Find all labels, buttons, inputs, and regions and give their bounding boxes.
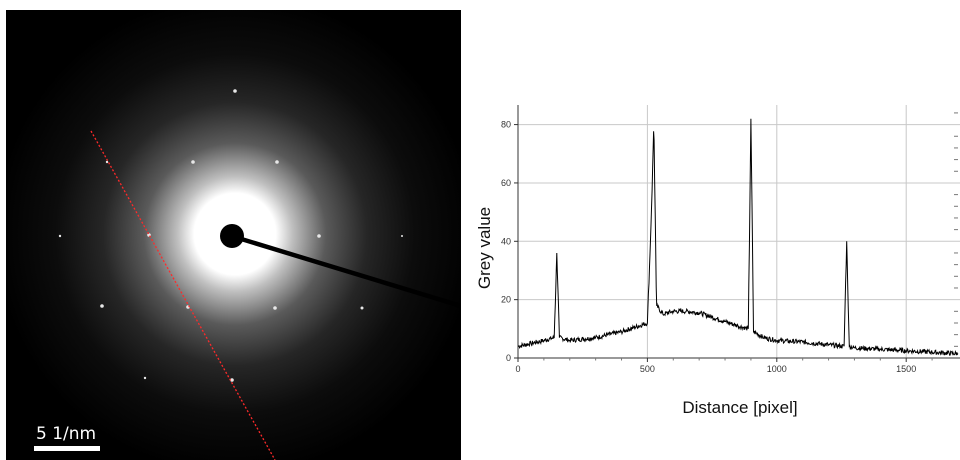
x-tick-label: 1000 xyxy=(767,364,787,374)
axes xyxy=(517,105,960,359)
beam-stopper xyxy=(220,224,244,248)
x-tick-label: 500 xyxy=(640,364,655,374)
y-tick-label: 80 xyxy=(501,120,511,130)
x-ticks: 0 500 1000 1500 xyxy=(515,358,933,374)
diffraction-spot xyxy=(58,234,62,238)
diffraction-spot xyxy=(233,89,237,93)
grid xyxy=(518,105,960,358)
scale-bar-label: 5 1/nm xyxy=(36,424,97,444)
diffraction-spot xyxy=(275,160,279,164)
profile-line xyxy=(90,130,276,460)
diffraction-spot xyxy=(401,235,403,237)
scale-bar xyxy=(34,446,100,451)
y-tick-label: 0 xyxy=(506,353,511,363)
y-axis-label: Grey value xyxy=(475,206,494,290)
y-tick-label: 40 xyxy=(501,236,511,246)
grey-value-series xyxy=(518,118,959,356)
diffraction-spot xyxy=(360,306,364,310)
profile-chart: 0 500 1000 1500 0 20 40 60 80 xyxy=(463,95,960,460)
chart-background xyxy=(463,95,960,460)
diffraction-spot xyxy=(317,234,321,238)
diffraction-pattern-image: 5 1/nm xyxy=(6,10,461,460)
diffraction-spot xyxy=(230,378,234,382)
x-tick-label: 1500 xyxy=(896,364,916,374)
diffraction-spot xyxy=(105,160,109,164)
beam-stopper-rod xyxy=(235,235,461,309)
diffraction-spot xyxy=(191,160,195,164)
x-axis-label: Distance [pixel] xyxy=(682,398,798,417)
x-tick-label: 0 xyxy=(515,364,520,374)
diffraction-spot xyxy=(143,376,147,380)
diffraction-spot xyxy=(273,306,277,310)
y-ticks: 0 20 40 60 80 xyxy=(501,112,958,363)
diffraction-pattern-svg xyxy=(6,10,461,460)
y-tick-label: 60 xyxy=(501,178,511,188)
y-tick-label: 20 xyxy=(501,295,511,305)
diffraction-spot xyxy=(100,304,104,308)
